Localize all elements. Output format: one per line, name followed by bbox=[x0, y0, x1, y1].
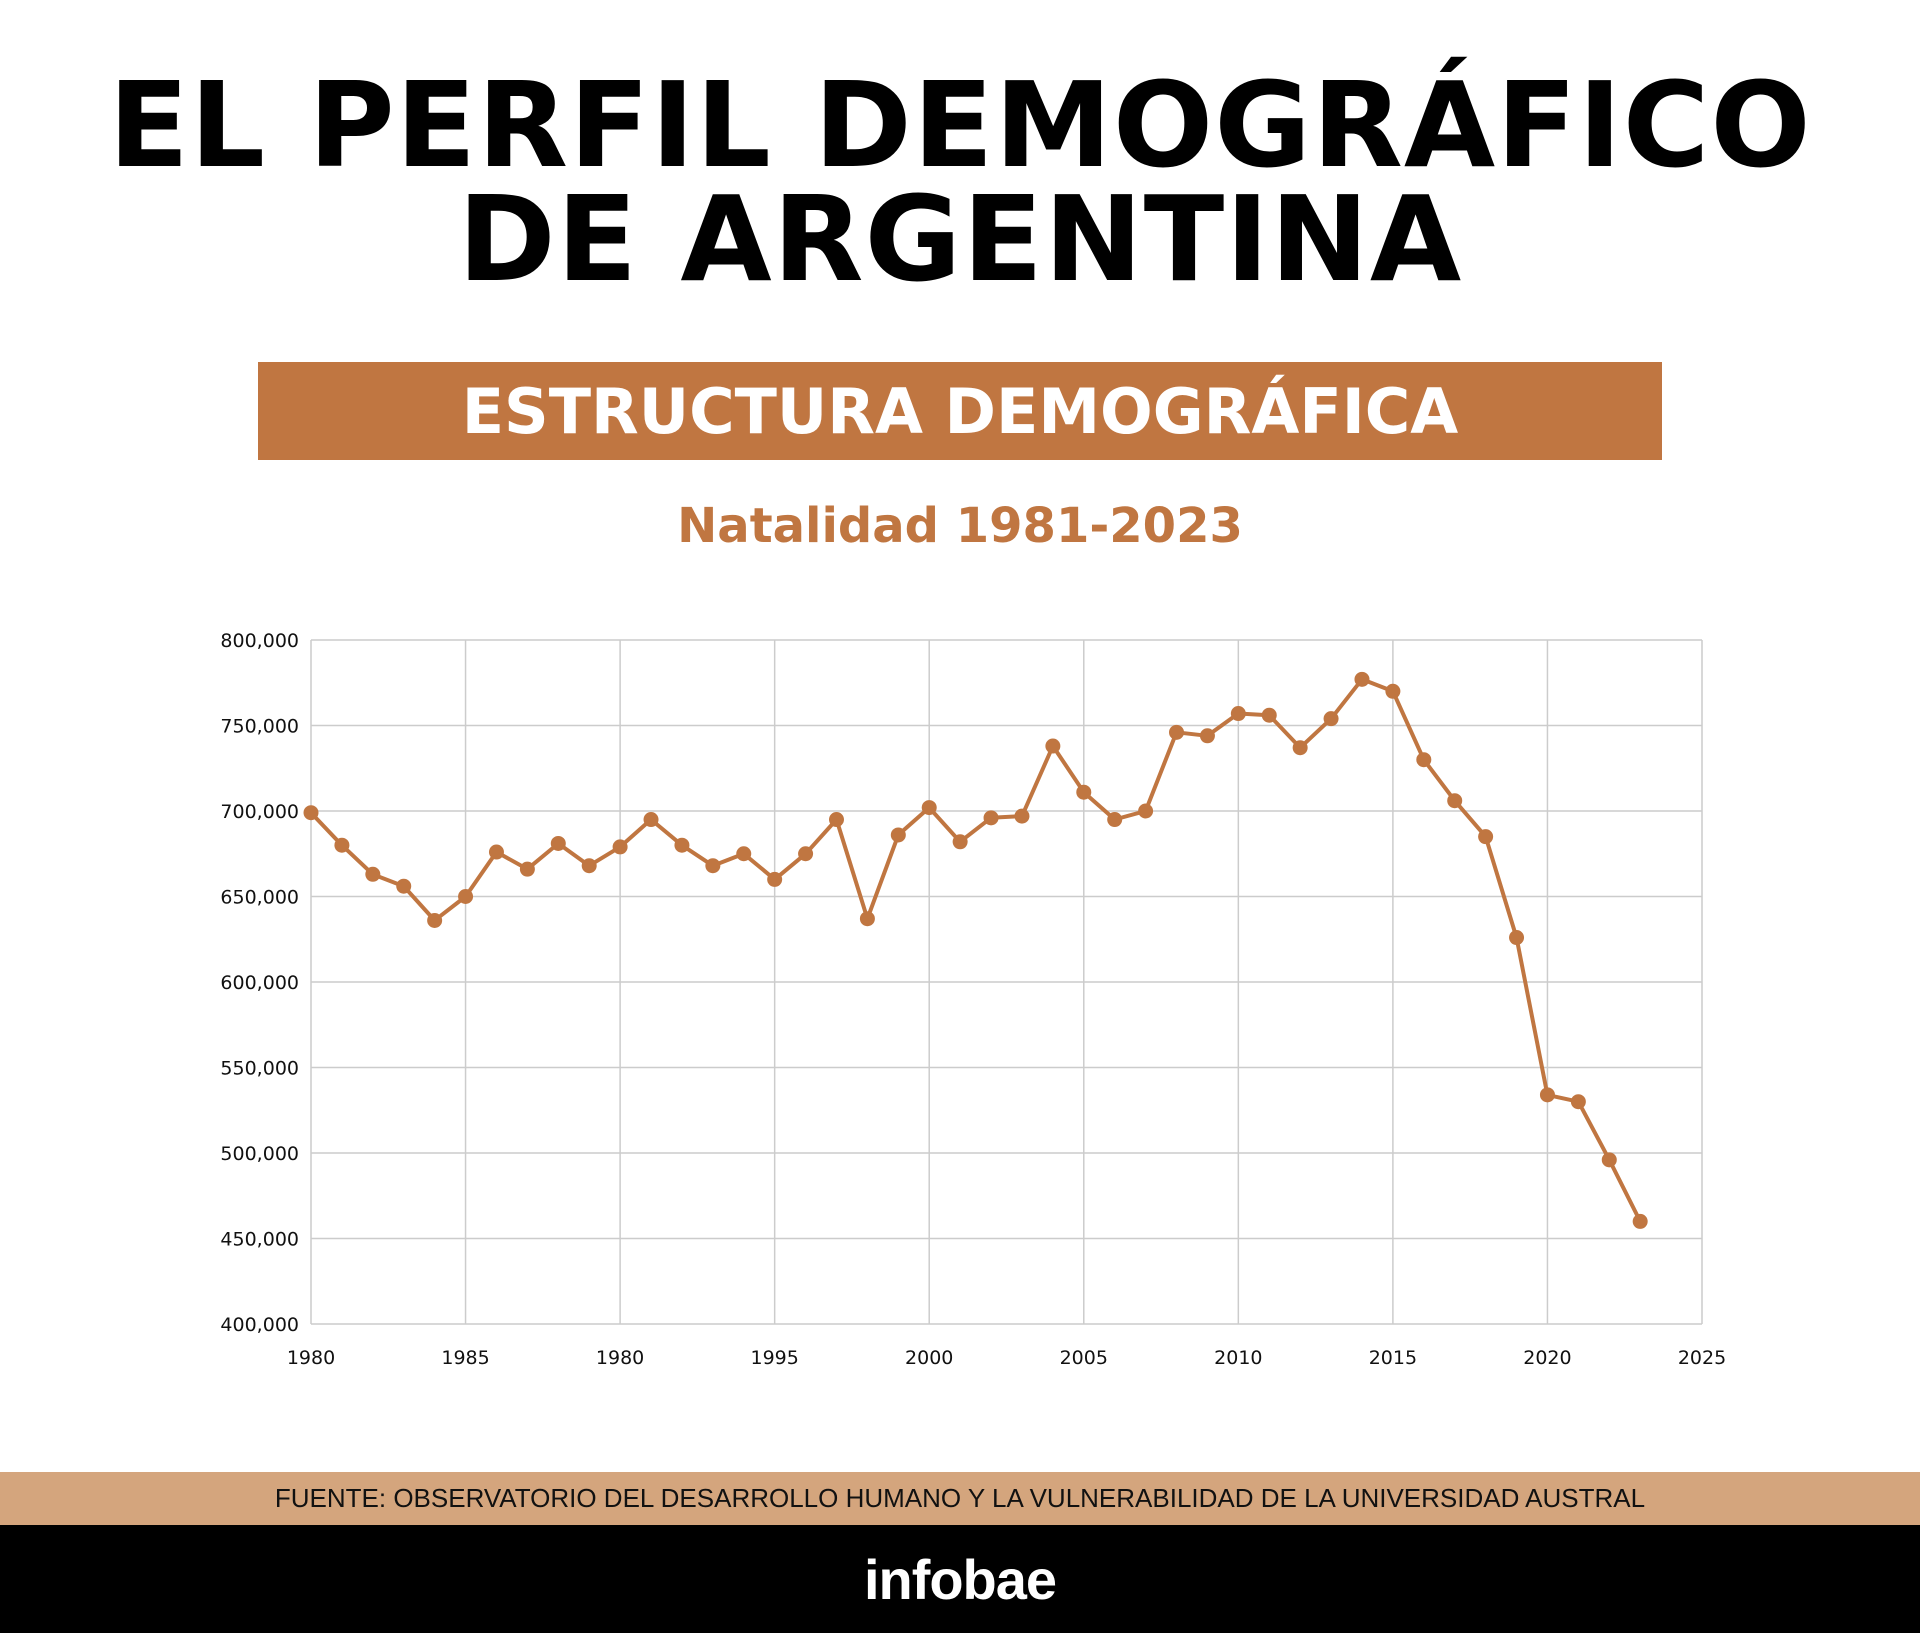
data-point-2017 bbox=[1447, 793, 1463, 809]
x-tick-label: 2000 bbox=[905, 1347, 953, 1369]
data-point-1999 bbox=[890, 827, 906, 843]
y-tick-label: 650,000 bbox=[220, 887, 299, 909]
section-band-label: ESTRUCTURA DEMOGRÁFICA bbox=[461, 374, 1459, 448]
data-point-1993 bbox=[705, 858, 721, 874]
y-tick-label: 500,000 bbox=[220, 1143, 299, 1165]
data-point-1995 bbox=[767, 871, 783, 887]
data-point-1994 bbox=[736, 846, 752, 862]
data-point-1996 bbox=[798, 846, 814, 862]
x-tick-label: 2020 bbox=[1523, 1347, 1571, 1369]
source-band: FUENTE: OBSERVATORIO DEL DESARROLLO HUMA… bbox=[0, 1472, 1920, 1525]
x-tick-label: 2015 bbox=[1369, 1347, 1417, 1369]
main-title-line-2: DE ARGENTINA bbox=[457, 170, 1463, 308]
data-point-1990 bbox=[612, 839, 628, 855]
data-point-2000 bbox=[921, 800, 937, 816]
data-point-2011 bbox=[1261, 707, 1277, 723]
series-line bbox=[309, 677, 1642, 1223]
x-tick-label: 2025 bbox=[1678, 1347, 1726, 1369]
data-point-1986 bbox=[488, 844, 504, 860]
data-point-2014 bbox=[1354, 671, 1370, 687]
data-point-1989 bbox=[581, 858, 597, 874]
data-point-2008 bbox=[1169, 724, 1185, 740]
x-tick-label: 1980 bbox=[287, 1347, 335, 1369]
data-point-1985 bbox=[458, 889, 474, 904]
chart-title: Natalidad 1981-2023 bbox=[677, 498, 1243, 554]
data-point-2018 bbox=[1478, 829, 1494, 845]
y-tick-label: 800,000 bbox=[220, 630, 299, 652]
y-tick-label: 700,000 bbox=[220, 801, 299, 823]
data-point-1998 bbox=[859, 911, 875, 927]
data-point-2009 bbox=[1199, 728, 1215, 744]
data-point-1981 bbox=[334, 837, 350, 853]
x-tick-label: 2005 bbox=[1060, 1347, 1108, 1369]
x-tick-label: 1980 bbox=[596, 1347, 644, 1369]
data-point-1987 bbox=[519, 861, 535, 877]
data-point-2004 bbox=[1045, 738, 1061, 754]
data-point-2015 bbox=[1385, 683, 1401, 699]
y-tick-label: 750,000 bbox=[220, 716, 299, 738]
y-tick-label: 450,000 bbox=[220, 1229, 299, 1251]
data-point-2003 bbox=[1014, 808, 1030, 824]
data-point-2019 bbox=[1509, 930, 1525, 946]
data-point-2020 bbox=[1539, 1087, 1555, 1103]
data-point-2021 bbox=[1570, 1094, 1586, 1110]
y-tick-label: 600,000 bbox=[220, 972, 299, 994]
data-point-1982 bbox=[365, 866, 381, 882]
infobae-logo: infobae bbox=[863, 1547, 1057, 1611]
data-point-2006 bbox=[1107, 812, 1123, 828]
data-point-1988 bbox=[550, 835, 566, 851]
data-point-1992 bbox=[674, 837, 690, 853]
data-point-2010 bbox=[1230, 706, 1246, 722]
x-tick-label: 2010 bbox=[1214, 1347, 1262, 1369]
y-tick-label: 550,000 bbox=[220, 1058, 299, 1080]
footer-bar: infobae bbox=[0, 1525, 1920, 1633]
data-point-2002 bbox=[983, 810, 999, 826]
data-point-2022 bbox=[1601, 1152, 1617, 1168]
data-point-1984 bbox=[427, 912, 443, 928]
x-tick-label: 1995 bbox=[750, 1347, 798, 1369]
data-point-1991 bbox=[643, 812, 659, 828]
main-title-line-1: EL PERFIL DEMOGRÁFICO bbox=[108, 56, 1812, 194]
source-text: FUENTE: OBSERVATORIO DEL DESARROLLO HUMA… bbox=[274, 1483, 1646, 1513]
data-point-2007 bbox=[1138, 803, 1154, 819]
x-tick-label: 1985 bbox=[441, 1347, 489, 1369]
section-band: ESTRUCTURA DEMOGRÁFICA bbox=[258, 362, 1662, 460]
y-tick-label: 400,000 bbox=[220, 1314, 299, 1336]
data-point-2012 bbox=[1292, 740, 1308, 756]
data-point-2023 bbox=[1632, 1213, 1648, 1229]
data-point-1997 bbox=[828, 812, 844, 828]
data-point-2013 bbox=[1323, 711, 1339, 727]
data-point-2005 bbox=[1076, 784, 1092, 800]
data-point-2016 bbox=[1416, 752, 1432, 768]
data-point-1980 bbox=[303, 805, 319, 821]
data-point-2001 bbox=[952, 834, 968, 850]
data-point-1983 bbox=[396, 878, 412, 894]
